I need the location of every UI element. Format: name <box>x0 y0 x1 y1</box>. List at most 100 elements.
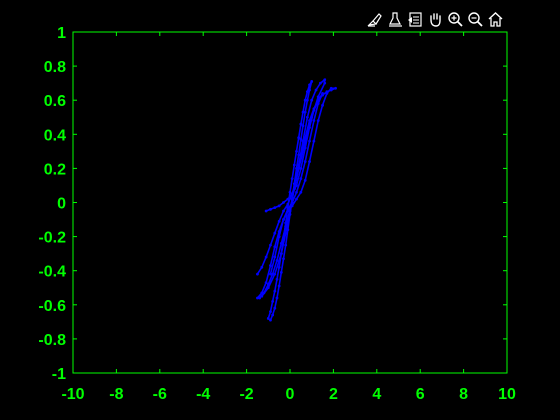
y-tick-label: 0.8 <box>44 59 66 76</box>
data-point <box>277 284 281 288</box>
pan-hand-icon <box>430 12 441 27</box>
series-line-3 <box>267 80 313 321</box>
data-point <box>312 139 316 143</box>
data-point <box>308 88 311 92</box>
data-point <box>314 88 318 92</box>
zoom-out-icon <box>468 11 483 27</box>
data-point <box>308 160 311 163</box>
brush-button[interactable] <box>366 9 385 29</box>
data-point <box>269 272 272 276</box>
home-icon <box>488 11 503 27</box>
x-tick-label: 4 <box>372 386 381 403</box>
data-point <box>297 136 301 140</box>
data-point <box>269 264 272 267</box>
restore-view-button[interactable] <box>406 9 425 29</box>
data-point <box>290 192 294 196</box>
data-point <box>282 209 285 213</box>
data-point <box>295 190 298 194</box>
y-tick-label: 0.2 <box>44 161 66 178</box>
data-point <box>297 167 301 170</box>
data-cursor-button[interactable] <box>386 9 405 29</box>
data-point <box>273 206 277 210</box>
y-tick-label: 0 <box>57 196 66 213</box>
data-point <box>301 124 305 128</box>
data-point <box>260 294 264 298</box>
data-point <box>275 277 279 281</box>
series-line-2 <box>258 78 326 299</box>
y-tick-label: 1 <box>57 25 66 42</box>
data-point <box>295 184 298 187</box>
zoom-in-icon <box>448 11 463 27</box>
data-point <box>266 317 270 320</box>
x-tick-label: 10 <box>498 386 516 403</box>
data-point <box>303 110 307 114</box>
data-point <box>256 272 259 276</box>
data-point <box>269 318 272 322</box>
data-point <box>301 110 305 114</box>
home-button[interactable] <box>486 9 505 29</box>
data-point <box>284 243 288 247</box>
x-tick-label: -10 <box>61 386 84 403</box>
y-tick-label: -0.2 <box>38 230 66 247</box>
data-point <box>303 160 307 163</box>
data-point <box>323 78 327 82</box>
data-point <box>297 153 301 157</box>
data-point <box>295 167 298 170</box>
data-point <box>316 119 320 123</box>
data-point <box>271 272 275 276</box>
data-point <box>290 201 294 204</box>
data-point <box>277 204 281 208</box>
x-tick-label: -2 <box>239 386 253 403</box>
data-point <box>264 281 268 285</box>
brush-icon <box>367 12 382 27</box>
data-point <box>273 289 277 293</box>
y-tick-label: -0.8 <box>38 332 66 349</box>
data-point <box>269 310 272 314</box>
data-point <box>312 119 316 123</box>
data-point <box>275 259 279 262</box>
y-tick-label: -0.4 <box>38 264 66 281</box>
data-point <box>282 236 285 240</box>
figure-toolbar <box>366 9 505 31</box>
data-point <box>312 109 316 112</box>
data-point <box>264 255 268 259</box>
x-tick-label: 0 <box>286 386 295 403</box>
data-point <box>308 139 311 143</box>
pan-button[interactable] <box>426 9 445 29</box>
x-tick-label: -6 <box>153 386 167 403</box>
x-tick-label: -4 <box>196 386 210 403</box>
data-point <box>282 218 285 221</box>
data-point <box>308 126 311 129</box>
zoom-in-button[interactable] <box>446 9 465 29</box>
data-point <box>299 177 303 181</box>
data-point <box>316 102 320 106</box>
data-point <box>292 163 296 167</box>
data-point <box>258 296 262 300</box>
data-point <box>282 257 285 261</box>
data-point <box>305 115 309 119</box>
data-point <box>301 139 305 143</box>
data-point <box>260 265 264 269</box>
y-tick-label: 0.6 <box>44 93 66 110</box>
data-point <box>310 80 314 83</box>
data-point <box>266 282 270 286</box>
data-point <box>305 98 309 102</box>
data-point <box>310 98 314 102</box>
data-point <box>295 149 298 153</box>
x-tick-label: 2 <box>329 386 338 403</box>
data-point <box>303 98 307 102</box>
x-tick-label: 8 <box>459 386 468 403</box>
data-point <box>325 91 329 95</box>
data-point <box>273 306 277 310</box>
data-cursor-icon <box>389 11 402 27</box>
data-point <box>271 313 275 317</box>
zoom-out-button[interactable] <box>466 9 485 29</box>
data-point <box>277 265 281 269</box>
data-point <box>318 81 322 85</box>
series-layer <box>256 78 337 322</box>
data-point <box>256 296 259 300</box>
data-point <box>279 252 283 256</box>
data-point <box>299 122 303 126</box>
data-point <box>273 231 277 235</box>
restore-view-icon <box>408 11 422 27</box>
